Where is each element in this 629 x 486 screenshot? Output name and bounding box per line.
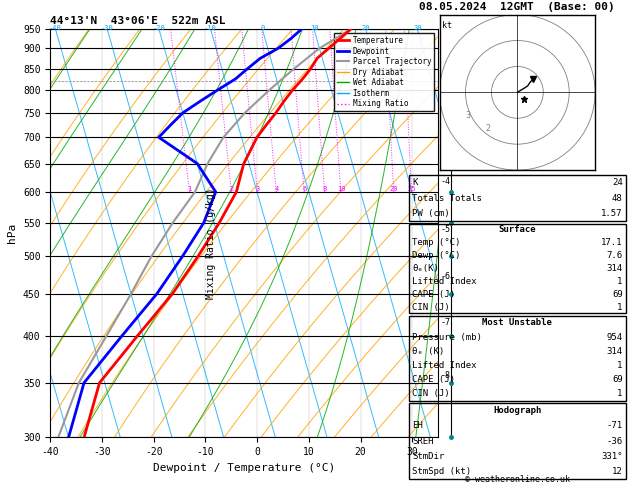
Text: 3: 3 bbox=[465, 111, 470, 120]
Text: 314: 314 bbox=[606, 347, 623, 356]
Text: Hodograph: Hodograph bbox=[493, 406, 542, 416]
Y-axis label: hPa: hPa bbox=[8, 223, 18, 243]
Text: 1: 1 bbox=[187, 186, 192, 192]
Text: © weatheronline.co.uk: © weatheronline.co.uk bbox=[465, 474, 570, 484]
Text: LCL: LCL bbox=[452, 77, 467, 86]
Text: Surface: Surface bbox=[499, 226, 536, 234]
Text: 48: 48 bbox=[612, 193, 623, 203]
Text: -20: -20 bbox=[152, 25, 165, 32]
Text: 25: 25 bbox=[407, 186, 416, 192]
Text: StmDir: StmDir bbox=[412, 451, 444, 461]
Text: CAPE (J): CAPE (J) bbox=[412, 290, 455, 299]
Text: 1: 1 bbox=[617, 277, 623, 286]
X-axis label: Dewpoint / Temperature (°C): Dewpoint / Temperature (°C) bbox=[153, 463, 335, 473]
Text: -8: -8 bbox=[441, 371, 450, 380]
Text: Mixing Ratio (g/kg): Mixing Ratio (g/kg) bbox=[206, 187, 216, 299]
Text: CAPE (J): CAPE (J) bbox=[412, 375, 455, 384]
Text: 331°: 331° bbox=[601, 451, 623, 461]
Text: 10: 10 bbox=[309, 25, 318, 32]
Text: -40: -40 bbox=[49, 25, 62, 32]
Text: -3: -3 bbox=[441, 133, 450, 142]
Text: 1: 1 bbox=[617, 361, 623, 370]
Text: -4: -4 bbox=[441, 177, 450, 186]
Text: 1: 1 bbox=[617, 389, 623, 399]
Text: -10: -10 bbox=[204, 25, 217, 32]
Text: Totals Totals: Totals Totals bbox=[412, 193, 482, 203]
Text: 20: 20 bbox=[389, 186, 398, 192]
Text: 69: 69 bbox=[612, 290, 623, 299]
Text: K: K bbox=[412, 178, 418, 187]
Text: EH: EH bbox=[412, 421, 423, 431]
Text: -7: -7 bbox=[441, 318, 450, 327]
Text: θₑ (K): θₑ (K) bbox=[412, 347, 444, 356]
Text: 2: 2 bbox=[485, 124, 490, 133]
Text: 8: 8 bbox=[323, 186, 326, 192]
Text: StmSpd (kt): StmSpd (kt) bbox=[412, 467, 471, 476]
Text: 314: 314 bbox=[606, 264, 623, 273]
Text: Most Unstable: Most Unstable bbox=[482, 318, 552, 328]
Text: 12: 12 bbox=[612, 467, 623, 476]
Text: -30: -30 bbox=[101, 25, 114, 32]
Text: 0: 0 bbox=[260, 25, 264, 32]
Text: 1.57: 1.57 bbox=[601, 209, 623, 218]
Text: 2: 2 bbox=[230, 186, 233, 192]
Text: 6: 6 bbox=[302, 186, 306, 192]
Text: 44°13'N  43°06'E  522m ASL: 44°13'N 43°06'E 522m ASL bbox=[50, 16, 226, 26]
Text: Lifted Index: Lifted Index bbox=[412, 277, 477, 286]
Text: θₑ(K): θₑ(K) bbox=[412, 264, 439, 273]
Text: PW (cm): PW (cm) bbox=[412, 209, 450, 218]
Text: -1: -1 bbox=[441, 44, 450, 53]
Text: 7.6: 7.6 bbox=[606, 251, 623, 260]
Text: -71: -71 bbox=[606, 421, 623, 431]
Text: km
ASL: km ASL bbox=[442, 37, 460, 59]
Text: kt: kt bbox=[442, 21, 452, 30]
Text: 10: 10 bbox=[337, 186, 345, 192]
Text: 3: 3 bbox=[255, 186, 259, 192]
Text: -36: -36 bbox=[606, 436, 623, 446]
Text: Lifted Index: Lifted Index bbox=[412, 361, 477, 370]
Text: 954: 954 bbox=[606, 332, 623, 342]
Text: -6: -6 bbox=[441, 272, 450, 281]
Text: Pressure (mb): Pressure (mb) bbox=[412, 332, 482, 342]
Text: SREH: SREH bbox=[412, 436, 433, 446]
Text: -2: -2 bbox=[441, 88, 450, 97]
Text: 30: 30 bbox=[413, 25, 421, 32]
Text: Temp (°C): Temp (°C) bbox=[412, 238, 460, 247]
Text: -5: -5 bbox=[441, 225, 450, 234]
Legend: Temperature, Dewpoint, Parcel Trajectory, Dry Adiabat, Wet Adiabat, Isotherm, Mi: Temperature, Dewpoint, Parcel Trajectory… bbox=[334, 33, 434, 111]
Text: 20: 20 bbox=[362, 25, 370, 32]
Text: 24: 24 bbox=[612, 178, 623, 187]
Text: CIN (J): CIN (J) bbox=[412, 303, 450, 312]
Text: 08.05.2024  12GMT  (Base: 00): 08.05.2024 12GMT (Base: 00) bbox=[420, 2, 615, 12]
Text: 69: 69 bbox=[612, 375, 623, 384]
Text: CIN (J): CIN (J) bbox=[412, 389, 450, 399]
Text: 1: 1 bbox=[617, 303, 623, 312]
Text: Dewp (°C): Dewp (°C) bbox=[412, 251, 460, 260]
Text: 17.1: 17.1 bbox=[601, 238, 623, 247]
Text: 4: 4 bbox=[274, 186, 279, 192]
